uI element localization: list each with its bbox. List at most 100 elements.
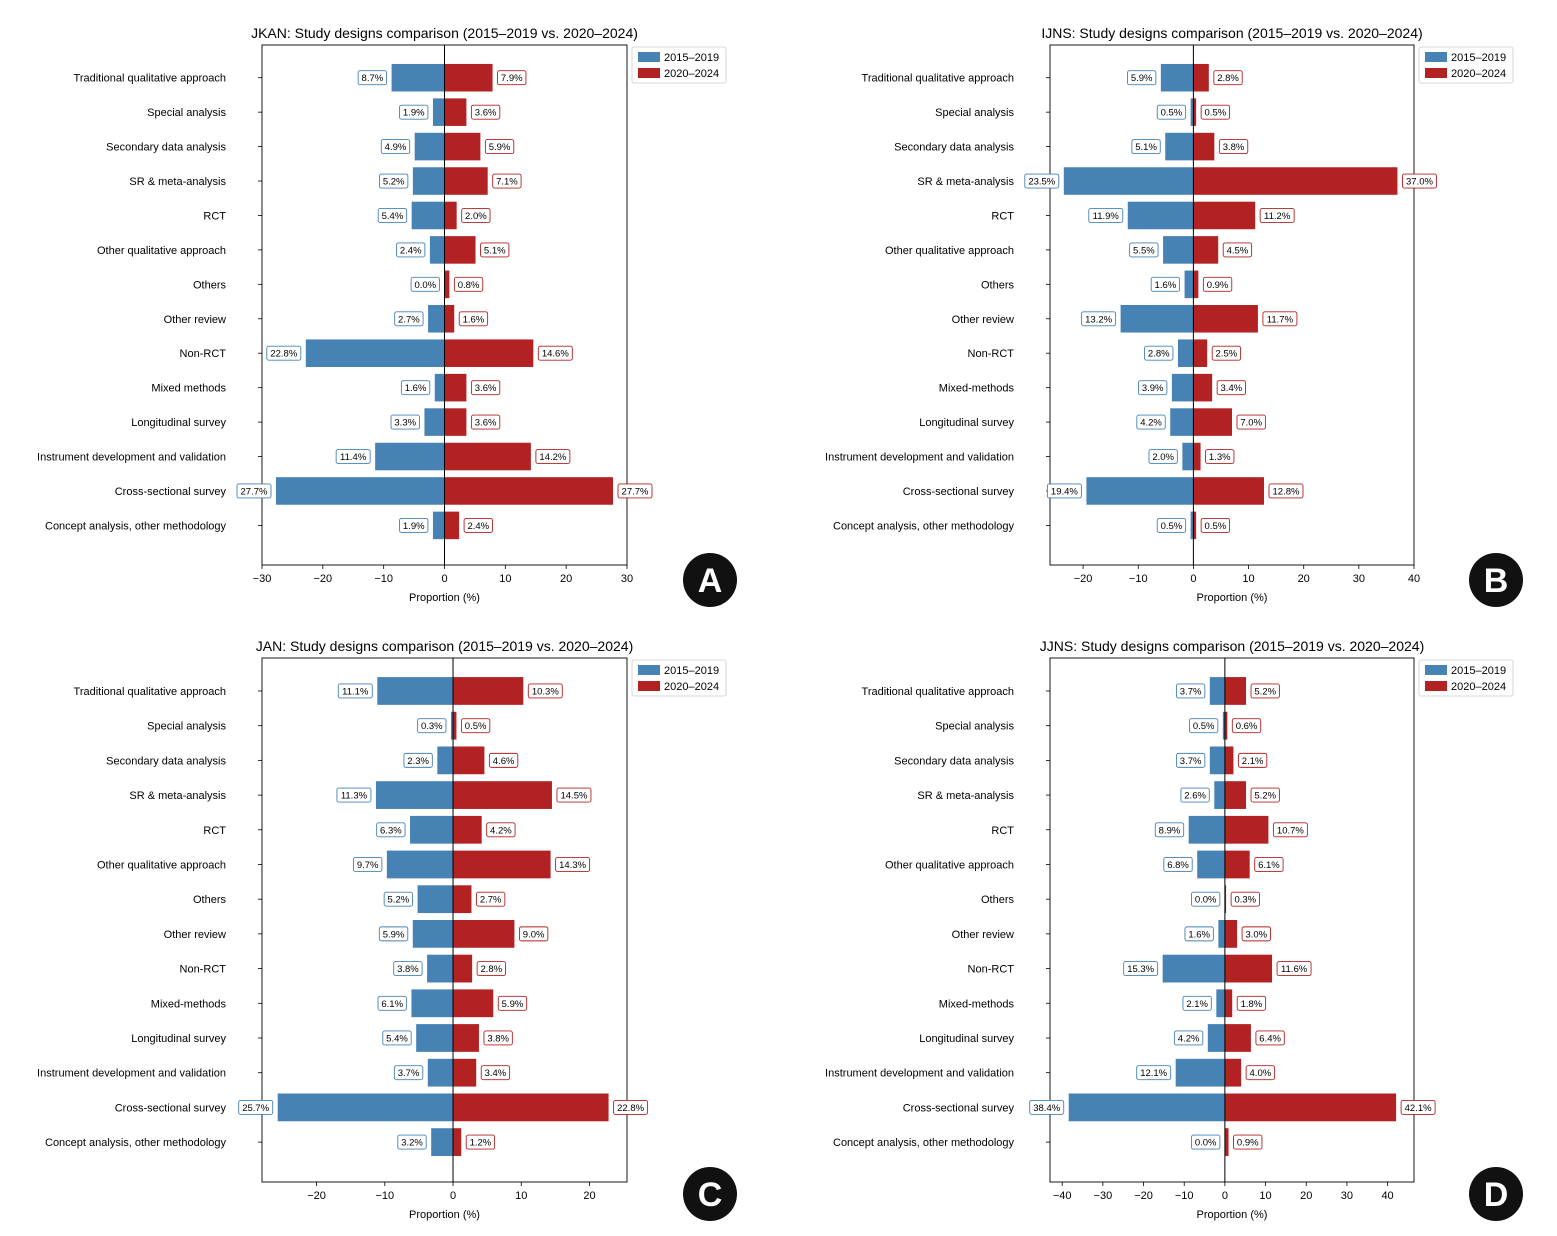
value-label-box: [484, 139, 515, 155]
bar-2015-2019: [1207, 1024, 1225, 1052]
value-label-2020-2024: 0.5%: [465, 721, 487, 732]
bar-2015-2019: [412, 920, 454, 948]
value-label-box: [556, 787, 592, 803]
value-label-box: [1400, 1099, 1436, 1115]
value-label-box: [1222, 242, 1253, 258]
bar-2020-2024: [1193, 373, 1213, 402]
bar-2020-2024: [444, 167, 488, 195]
category-label: Other review: [952, 929, 1014, 941]
bar-2015-2019: [1177, 339, 1194, 367]
chart-title: JKAN: Study designs comparison (2015–201…: [251, 25, 638, 41]
value-label-2015-2019: 5.9%: [1131, 73, 1153, 84]
value-label-box: [357, 70, 388, 86]
value-label-box: [1180, 787, 1210, 803]
value-label-2020-2024: 2.7%: [480, 895, 502, 906]
bar-2015-2019: [417, 885, 454, 914]
value-label-2020-2024: 11.6%: [1281, 964, 1308, 975]
value-label-2015-2019: 5.9%: [383, 929, 405, 940]
value-label-box: [377, 995, 407, 1011]
bar-2015-2019: [1086, 477, 1194, 505]
bar-2015-2019: [1197, 850, 1225, 879]
value-label-2020-2024: 14.5%: [560, 791, 587, 802]
value-label-2015-2019: 1.9%: [403, 108, 425, 119]
value-label-2020-2024: 2.1%: [1242, 756, 1264, 767]
value-label-2020-2024: 7.9%: [501, 73, 523, 84]
category-label: Longitudinal survey: [131, 1033, 226, 1045]
value-label-box: [390, 414, 420, 430]
legend-label-2015-2019: 2015–2019: [664, 665, 719, 677]
value-label-box: [613, 1099, 649, 1115]
bar-2015-2019: [375, 781, 454, 809]
value-label-box: [497, 995, 528, 1011]
category-label: Instrument development and validation: [37, 1068, 226, 1080]
category-label: Other qualitative approach: [97, 245, 226, 257]
category-label: Other review: [164, 929, 226, 941]
value-label-2015-2019: 1.6%: [405, 383, 427, 394]
value-label-box: [1250, 683, 1280, 699]
bar-2020-2024: [1193, 305, 1258, 333]
value-label-box: [1211, 345, 1242, 361]
value-label-box: [400, 380, 431, 396]
bar-2015-2019: [1209, 677, 1225, 705]
panel-badge: [1469, 1167, 1523, 1221]
bar-2020-2024: [1193, 408, 1232, 436]
value-label-box: [336, 787, 372, 803]
bar-2015-2019: [1190, 98, 1194, 126]
value-label-box: [470, 414, 501, 430]
value-label-box: [1024, 173, 1060, 189]
value-label-box: [555, 857, 591, 872]
value-label-box: [1154, 822, 1185, 838]
bar-2020-2024: [444, 511, 460, 540]
bar-2020-2024: [453, 954, 473, 983]
value-label-box: [1237, 752, 1268, 768]
category-label: Instrument development and validation: [825, 452, 1014, 464]
category-label: Special analysis: [147, 107, 226, 119]
value-label-2020-2024: 6.4%: [1259, 1033, 1281, 1044]
x-axis-label: Proportion (%): [409, 592, 480, 604]
x-tick-label: 10: [515, 1190, 527, 1202]
value-label-2020-2024: 1.6%: [463, 314, 485, 325]
category-label: Special analysis: [935, 721, 1014, 733]
bar-2020-2024: [453, 850, 551, 879]
x-tick-label: 20: [560, 573, 572, 585]
value-label-2015-2019: 2.1%: [1186, 999, 1208, 1010]
value-label-2015-2019: 11.9%: [1093, 211, 1120, 222]
plot-frame: [1049, 44, 1415, 566]
bar-2015-2019: [377, 677, 454, 705]
value-label-2020-2024: 4.0%: [1250, 1068, 1272, 1079]
legend-label-2015-2019: 2015–2019: [1451, 52, 1506, 64]
category-label: SR & meta-analysis: [917, 176, 1014, 188]
bar-2020-2024: [444, 236, 476, 264]
value-label-box: [1173, 1030, 1204, 1046]
bar-2015-2019: [277, 1093, 454, 1122]
value-label-box: [236, 483, 272, 499]
bar-2015-2019: [1188, 815, 1225, 844]
x-tick-label: −20: [1134, 1190, 1153, 1202]
category-label: Other qualitative approach: [885, 859, 1014, 871]
bar-2015-2019: [414, 132, 445, 161]
bar-2020-2024: [444, 132, 481, 161]
value-label-box: [266, 345, 302, 361]
bar-2015-2019: [1218, 920, 1225, 948]
x-tick-label: 30: [1341, 1190, 1353, 1202]
bar-2020-2024: [444, 408, 467, 436]
bar-2015-2019: [1120, 305, 1194, 333]
value-label-box: [1272, 822, 1308, 838]
value-label-2015-2019: 5.2%: [383, 177, 405, 188]
value-label-2020-2024: 3.0%: [1245, 929, 1267, 940]
value-label-box: [377, 208, 408, 223]
bar-2020-2024: [1193, 201, 1256, 230]
value-label-box: [475, 891, 506, 907]
value-label-2015-2019: 5.4%: [382, 211, 404, 222]
bar-2015-2019: [1184, 270, 1194, 299]
value-label-2020-2024: 3.6%: [475, 418, 497, 429]
value-label-box: [463, 517, 493, 533]
category-label: Concept analysis, other methodology: [45, 1137, 226, 1149]
bar-2015-2019: [1162, 954, 1225, 983]
bar-2015-2019: [427, 1058, 454, 1087]
value-label-2015-2019: 3.7%: [1180, 686, 1202, 697]
value-label-box: [518, 926, 549, 942]
value-label-2020-2024: 1.2%: [470, 1138, 492, 1149]
category-label: Traditional qualitative approach: [862, 73, 1014, 85]
category-label: Mixed-methods: [939, 383, 1015, 395]
